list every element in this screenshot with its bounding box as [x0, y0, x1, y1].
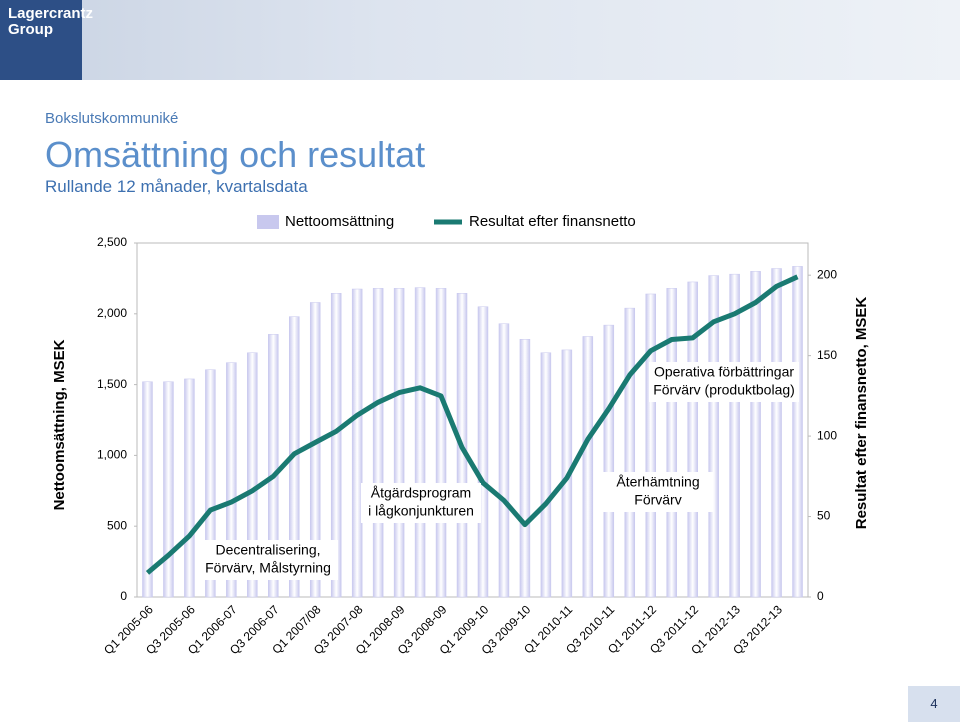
- annotation-box: [361, 483, 481, 523]
- section-label: Bokslutskommuniké: [45, 110, 179, 127]
- annotation: Förvärv (produktbolag): [653, 382, 795, 398]
- bar: [729, 273, 740, 598]
- y-tick-label: 500: [107, 518, 127, 532]
- bar: [708, 275, 719, 598]
- y2-axis-title: Resultat efter finansnetto, MSEK: [853, 297, 870, 530]
- annotation-box: [198, 540, 338, 580]
- bar: [184, 378, 195, 598]
- annotation: Decentralisering,: [215, 542, 320, 558]
- bar: [414, 287, 426, 598]
- bar: [582, 336, 594, 598]
- annotation: Åtgärdsprogram: [371, 485, 471, 501]
- y-tick-label: 0: [120, 589, 127, 603]
- page-number: 4: [908, 686, 960, 722]
- bar: [163, 381, 174, 598]
- y-tick-label: 2,500: [97, 235, 127, 249]
- bar: [247, 352, 258, 598]
- slide-title: Omsättning och resultat: [45, 134, 426, 175]
- logo-text: Lagercrantz: [8, 5, 94, 22]
- bar: [351, 288, 363, 598]
- y-tick-label: 1,500: [97, 377, 127, 391]
- annotation: Förvärv: [634, 492, 681, 508]
- bar: [226, 362, 237, 598]
- bar: [792, 266, 803, 598]
- y2-tick-label: 0: [817, 589, 824, 603]
- logo-text: Group: [8, 21, 53, 38]
- line: [145, 274, 799, 575]
- bar: [624, 307, 636, 598]
- bar: [477, 306, 489, 598]
- annotation: Operativa förbättringar: [654, 364, 794, 380]
- y2-tick-label: 150: [817, 348, 837, 362]
- bar: [498, 323, 510, 598]
- annotation: i lågkonjunkturen: [368, 503, 474, 519]
- bar: [645, 293, 656, 598]
- plot-frame: [136, 242, 809, 598]
- legend-label: Nettoomsättning: [285, 213, 394, 230]
- bar: [372, 288, 384, 598]
- y-axis-title: Nettoomsättning, MSEK: [51, 339, 68, 510]
- y-tick-label: 1,000: [97, 448, 127, 462]
- bar: [603, 324, 615, 598]
- slide-subtitle: Rullande 12 månader, kvartalsdata: [45, 177, 308, 196]
- bar: [393, 288, 405, 598]
- legend-label: Resultat efter finansnetto: [469, 213, 636, 230]
- bar: [330, 293, 342, 598]
- bar: [205, 369, 216, 598]
- bar: [519, 339, 531, 598]
- bar: [771, 268, 782, 598]
- annotation-box: [603, 472, 713, 512]
- bar: [540, 352, 552, 598]
- banner: [0, 0, 960, 80]
- legend-swatch: [257, 215, 279, 229]
- annotation: Återhämtning: [616, 474, 699, 490]
- annotation: Förvärv, Målstyrning: [205, 560, 331, 576]
- y2-tick-label: 100: [817, 428, 837, 442]
- bar: [142, 381, 153, 598]
- annotation-box: [649, 362, 799, 402]
- bar: [435, 288, 447, 598]
- y-tick-label: 2,000: [97, 306, 127, 320]
- y2-tick-label: 200: [817, 267, 837, 281]
- bar: [750, 271, 761, 598]
- y2-tick-label: 50: [817, 509, 831, 523]
- bar: [666, 288, 677, 598]
- bar: [268, 334, 279, 598]
- bar: [309, 302, 321, 598]
- logo: Lagercrantz Group: [0, 0, 94, 80]
- bar: [687, 281, 698, 598]
